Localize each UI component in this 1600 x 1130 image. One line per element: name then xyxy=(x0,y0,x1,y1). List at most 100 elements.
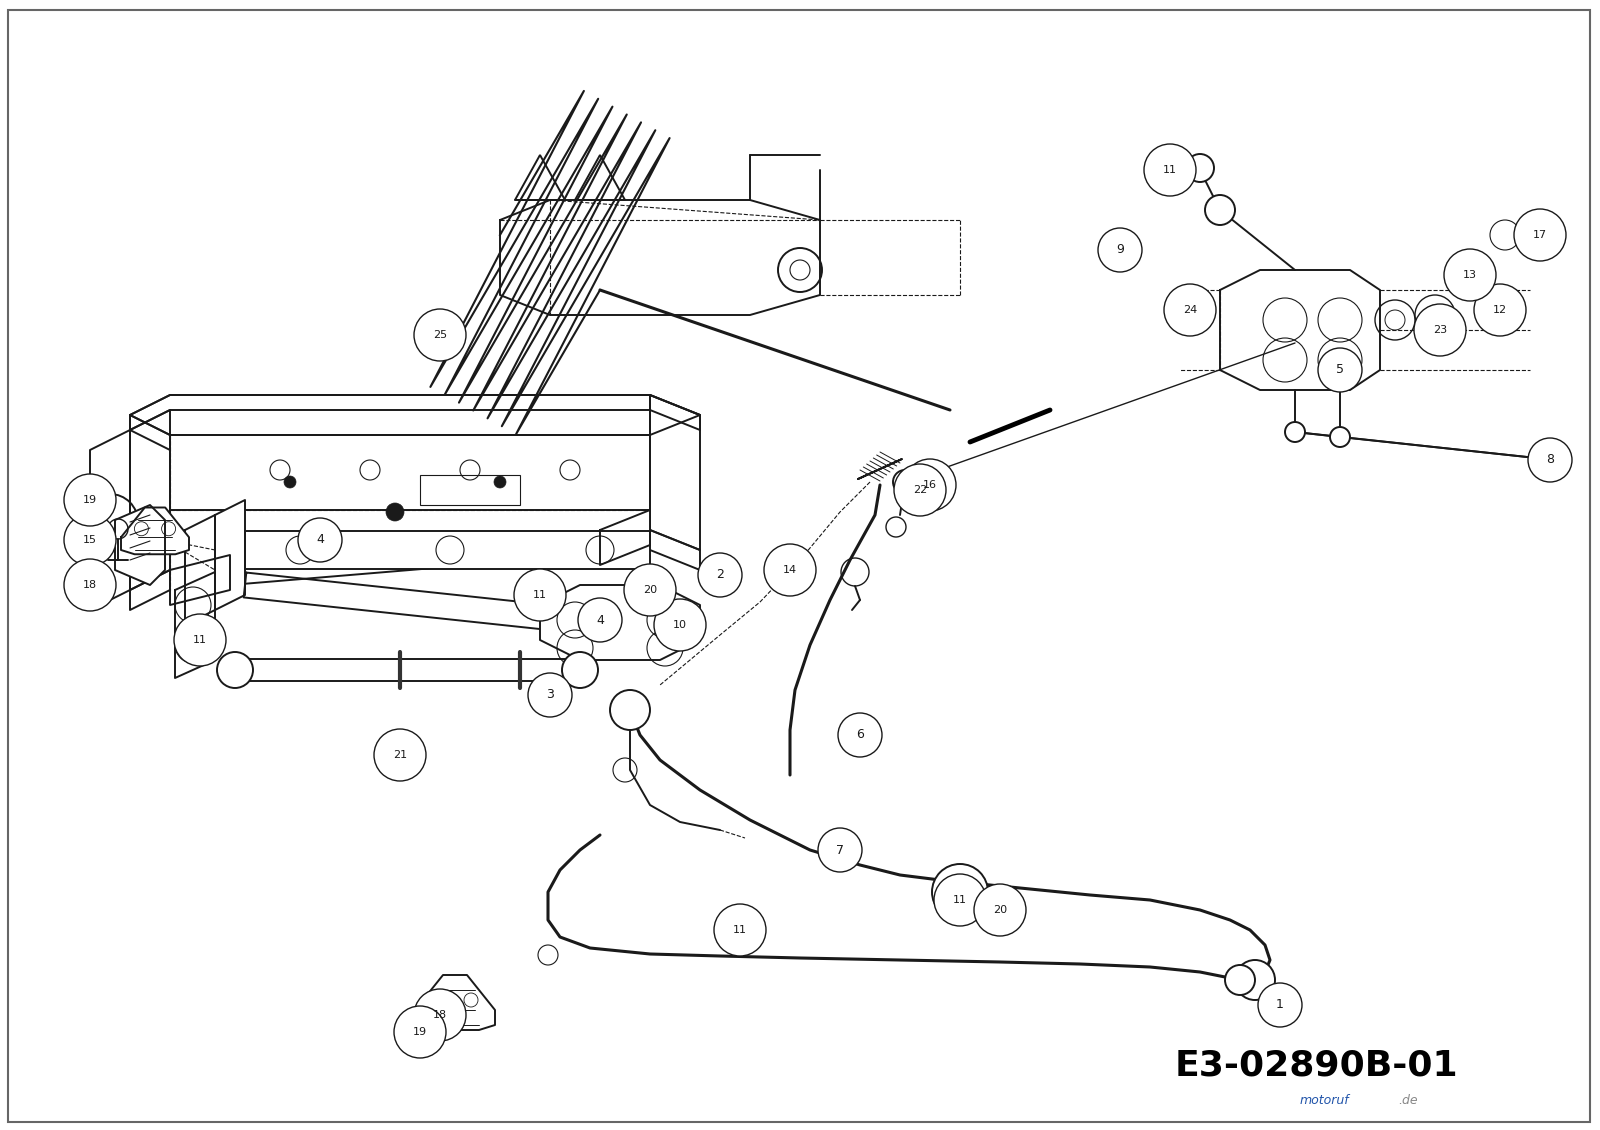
Text: 11: 11 xyxy=(194,635,206,645)
Text: 11: 11 xyxy=(1163,165,1178,175)
Text: 11: 11 xyxy=(533,590,547,600)
Circle shape xyxy=(414,308,466,360)
Circle shape xyxy=(1514,209,1566,261)
Circle shape xyxy=(654,599,706,651)
Polygon shape xyxy=(130,410,170,590)
Text: 13: 13 xyxy=(1462,270,1477,280)
Circle shape xyxy=(386,503,403,521)
Circle shape xyxy=(952,884,968,899)
Text: 9: 9 xyxy=(1117,243,1123,257)
Text: 25: 25 xyxy=(434,330,446,340)
Circle shape xyxy=(714,904,766,956)
Circle shape xyxy=(624,564,675,616)
Circle shape xyxy=(174,614,226,666)
Polygon shape xyxy=(414,975,494,1031)
Circle shape xyxy=(538,945,558,965)
Circle shape xyxy=(64,473,115,525)
Circle shape xyxy=(974,884,1026,936)
Text: 15: 15 xyxy=(83,534,98,545)
Polygon shape xyxy=(243,573,621,637)
Text: motoruf: motoruf xyxy=(1299,1094,1350,1106)
Circle shape xyxy=(934,873,986,925)
Text: 18: 18 xyxy=(434,1010,446,1020)
Text: 6: 6 xyxy=(856,729,864,741)
Text: 10: 10 xyxy=(674,620,686,631)
Text: 16: 16 xyxy=(923,480,938,490)
Text: 19: 19 xyxy=(413,1027,427,1037)
Circle shape xyxy=(944,876,976,909)
Polygon shape xyxy=(130,570,170,610)
Circle shape xyxy=(931,864,989,920)
Text: 2: 2 xyxy=(717,568,723,582)
Circle shape xyxy=(698,553,742,597)
Text: 11: 11 xyxy=(954,895,966,905)
Text: 22: 22 xyxy=(914,485,926,495)
Text: 8: 8 xyxy=(1546,453,1554,467)
Text: 1: 1 xyxy=(1277,999,1283,1011)
Polygon shape xyxy=(1221,270,1379,390)
Circle shape xyxy=(218,652,253,688)
Circle shape xyxy=(374,729,426,781)
Polygon shape xyxy=(170,435,650,510)
Polygon shape xyxy=(90,431,130,610)
Polygon shape xyxy=(235,659,579,681)
Circle shape xyxy=(64,514,115,566)
Polygon shape xyxy=(650,396,701,550)
Text: 14: 14 xyxy=(782,565,797,575)
Polygon shape xyxy=(245,531,650,570)
Circle shape xyxy=(1330,427,1350,447)
Text: 3: 3 xyxy=(546,688,554,702)
Polygon shape xyxy=(130,415,170,450)
Circle shape xyxy=(528,673,573,718)
Circle shape xyxy=(1285,421,1306,442)
Polygon shape xyxy=(122,507,189,554)
Circle shape xyxy=(298,518,342,562)
Circle shape xyxy=(904,459,957,511)
Circle shape xyxy=(394,1006,446,1058)
Polygon shape xyxy=(541,585,701,660)
Polygon shape xyxy=(214,499,245,610)
Circle shape xyxy=(894,464,946,516)
Polygon shape xyxy=(858,459,902,479)
Circle shape xyxy=(765,544,816,596)
Text: 7: 7 xyxy=(835,843,845,857)
Polygon shape xyxy=(170,530,701,590)
Polygon shape xyxy=(130,396,701,435)
Circle shape xyxy=(285,476,296,488)
Text: 18: 18 xyxy=(83,580,98,590)
Circle shape xyxy=(1258,983,1302,1027)
Text: 12: 12 xyxy=(1493,305,1507,315)
Circle shape xyxy=(838,713,882,757)
Circle shape xyxy=(494,476,506,488)
Circle shape xyxy=(610,690,650,730)
Circle shape xyxy=(1414,304,1466,356)
Text: 21: 21 xyxy=(394,750,406,760)
Text: .de: .de xyxy=(1398,1094,1418,1106)
Polygon shape xyxy=(130,396,701,431)
Text: 17: 17 xyxy=(1533,231,1547,240)
Circle shape xyxy=(818,828,862,872)
Polygon shape xyxy=(1454,267,1485,298)
Polygon shape xyxy=(600,510,650,565)
Text: 19: 19 xyxy=(83,495,98,505)
Text: 24: 24 xyxy=(1182,305,1197,315)
Circle shape xyxy=(1443,249,1496,301)
Text: 20: 20 xyxy=(994,905,1006,915)
Text: 4: 4 xyxy=(317,533,323,547)
Circle shape xyxy=(514,570,566,622)
Circle shape xyxy=(1235,960,1275,1000)
Circle shape xyxy=(562,652,598,688)
Circle shape xyxy=(1205,195,1235,225)
Text: 20: 20 xyxy=(643,585,658,596)
Circle shape xyxy=(414,989,466,1041)
Circle shape xyxy=(1186,154,1214,182)
Text: 23: 23 xyxy=(1434,325,1446,334)
Text: 11: 11 xyxy=(733,925,747,935)
Text: 5: 5 xyxy=(1336,364,1344,376)
Circle shape xyxy=(1474,284,1526,336)
Circle shape xyxy=(1165,284,1216,336)
Polygon shape xyxy=(170,555,230,605)
Text: E3-02890B-01: E3-02890B-01 xyxy=(1174,1048,1459,1083)
Circle shape xyxy=(1226,965,1254,996)
Circle shape xyxy=(578,598,622,642)
